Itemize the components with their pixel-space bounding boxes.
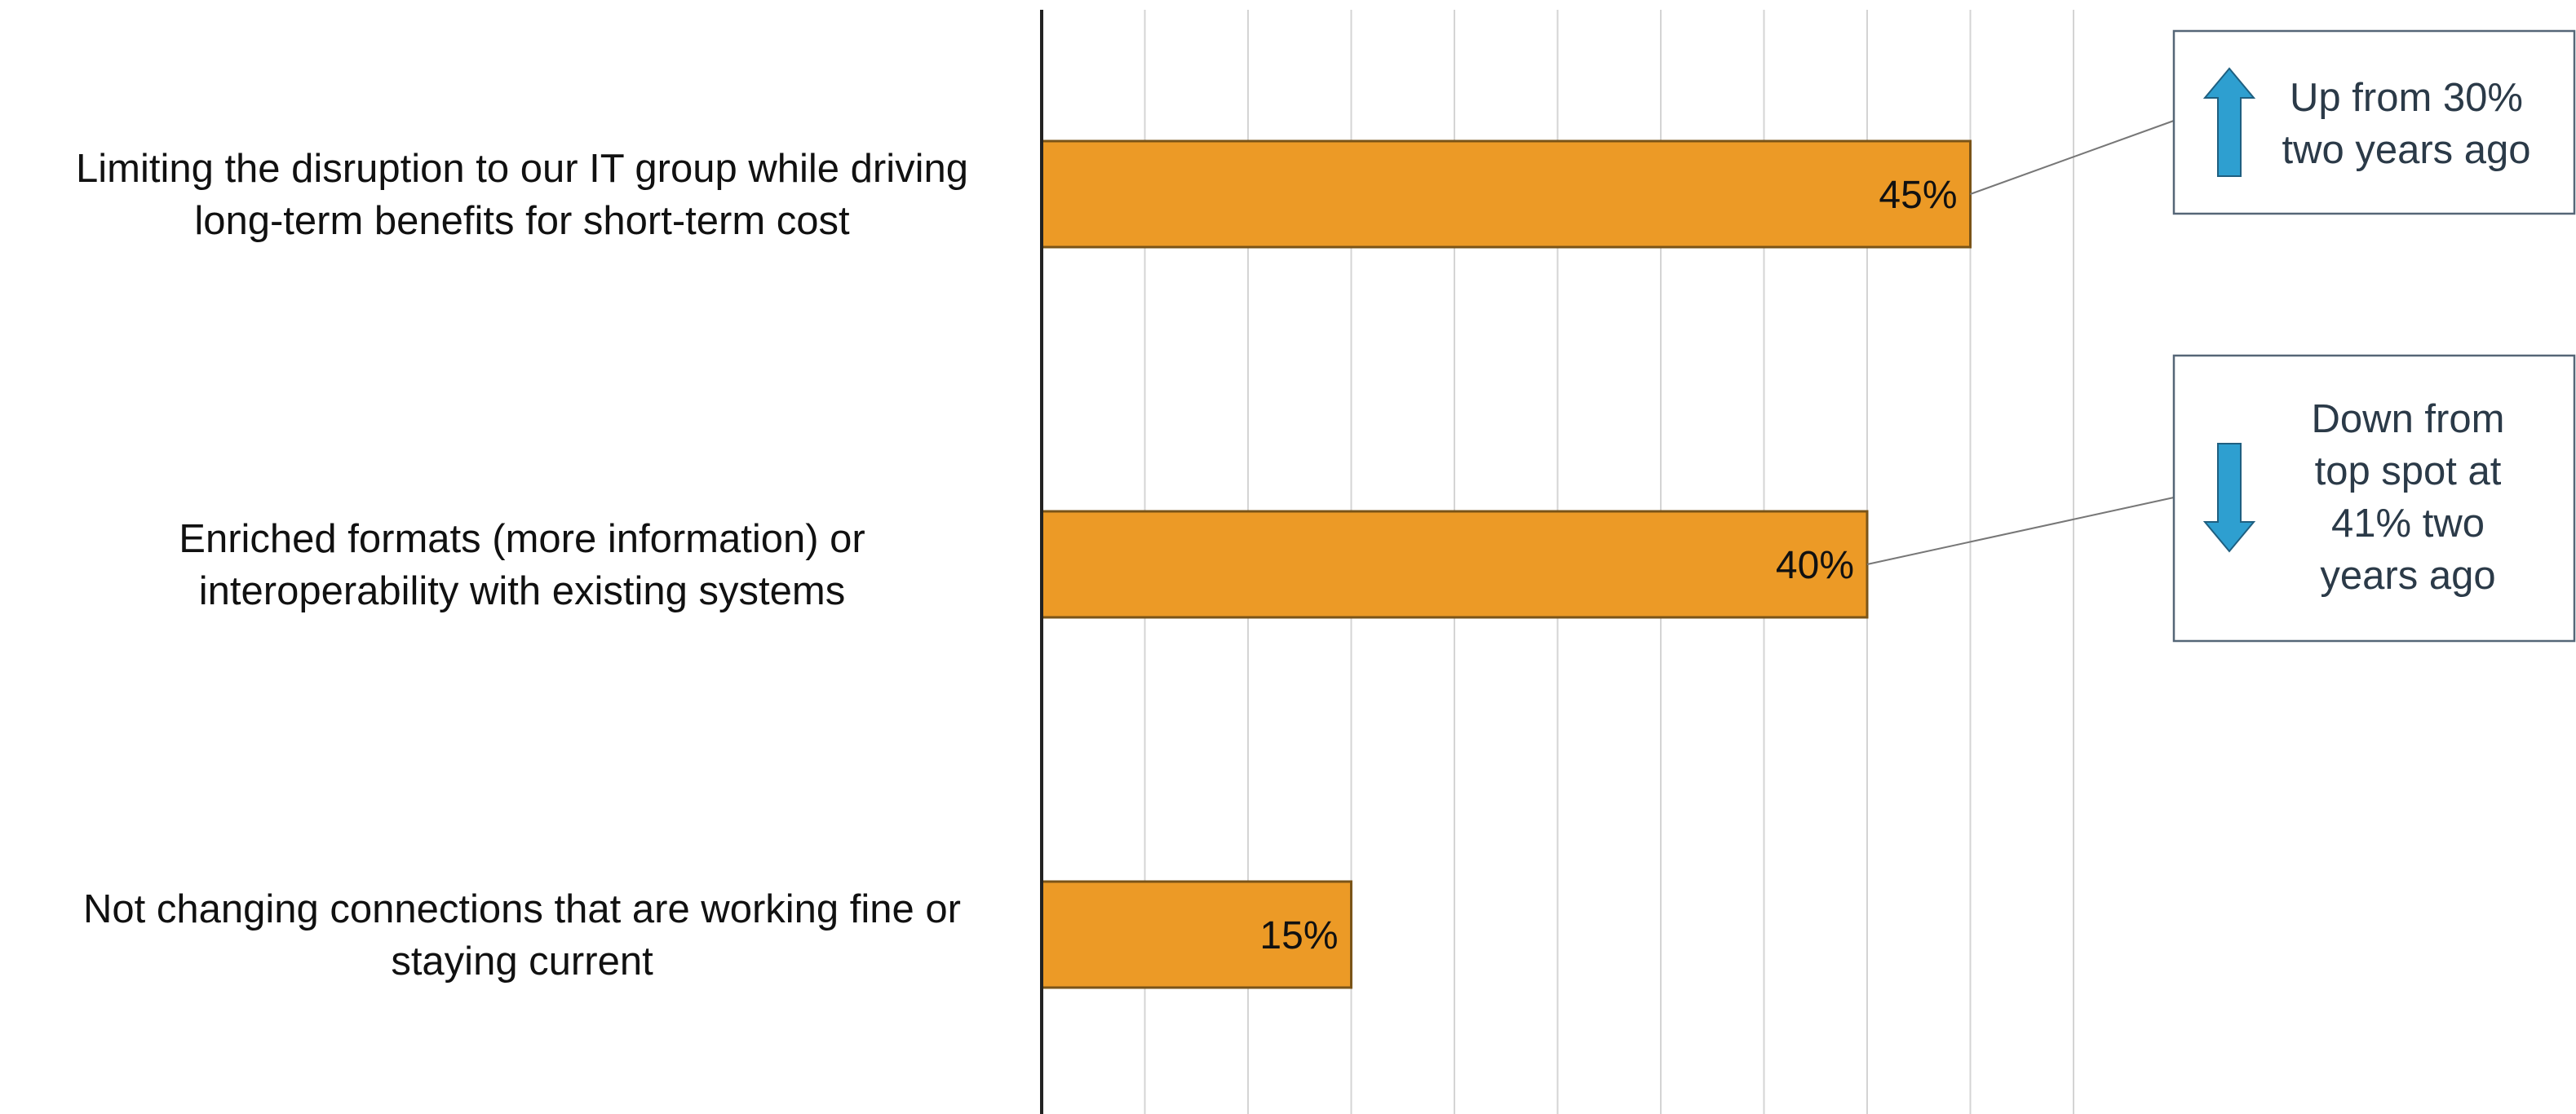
- data-label: 15%: [1259, 914, 1338, 957]
- callout-text-line: years ago: [2320, 554, 2495, 598]
- callout-text-line: top spot at: [2315, 449, 2502, 493]
- data-label: 45%: [1879, 174, 1957, 217]
- category-label-line: Limiting the disruption to our IT group …: [76, 147, 968, 191]
- callout-text-line: Down from: [2312, 397, 2505, 441]
- bar: [1040, 510, 1869, 619]
- category-label-line: Not changing connections that are workin…: [83, 887, 961, 931]
- callout-leader-line: [1866, 497, 2175, 565]
- category-label: Enriched formats (more information) or in…: [179, 517, 865, 613]
- arrow-up-icon: [2202, 67, 2256, 177]
- arrow-down-icon: [2202, 443, 2256, 553]
- callout-text-line: Up from 30%: [2290, 76, 2523, 120]
- category-label: Limiting the disruption to our IT group …: [76, 147, 968, 243]
- category-label-line: staying current: [391, 939, 653, 984]
- bar: [1040, 880, 1352, 989]
- callout-text: Up from 30% two years ago: [2282, 76, 2530, 172]
- data-label: 40%: [1776, 544, 1854, 587]
- callout-text-line: two years ago: [2282, 128, 2530, 172]
- bar: [1040, 139, 1972, 249]
- callout-text: Down from top spot at 41% two years ago: [2312, 397, 2505, 598]
- category-label: Not changing connections that are workin…: [83, 887, 961, 984]
- callout-leader-line: [1970, 120, 2175, 195]
- callout-text-line: 41% two: [2331, 502, 2485, 546]
- category-label-line: interoperability with existing systems: [199, 569, 845, 613]
- category-label-line: Enriched formats (more information) or: [179, 517, 865, 561]
- category-label-line: long-term benefits for short-term cost: [194, 199, 850, 243]
